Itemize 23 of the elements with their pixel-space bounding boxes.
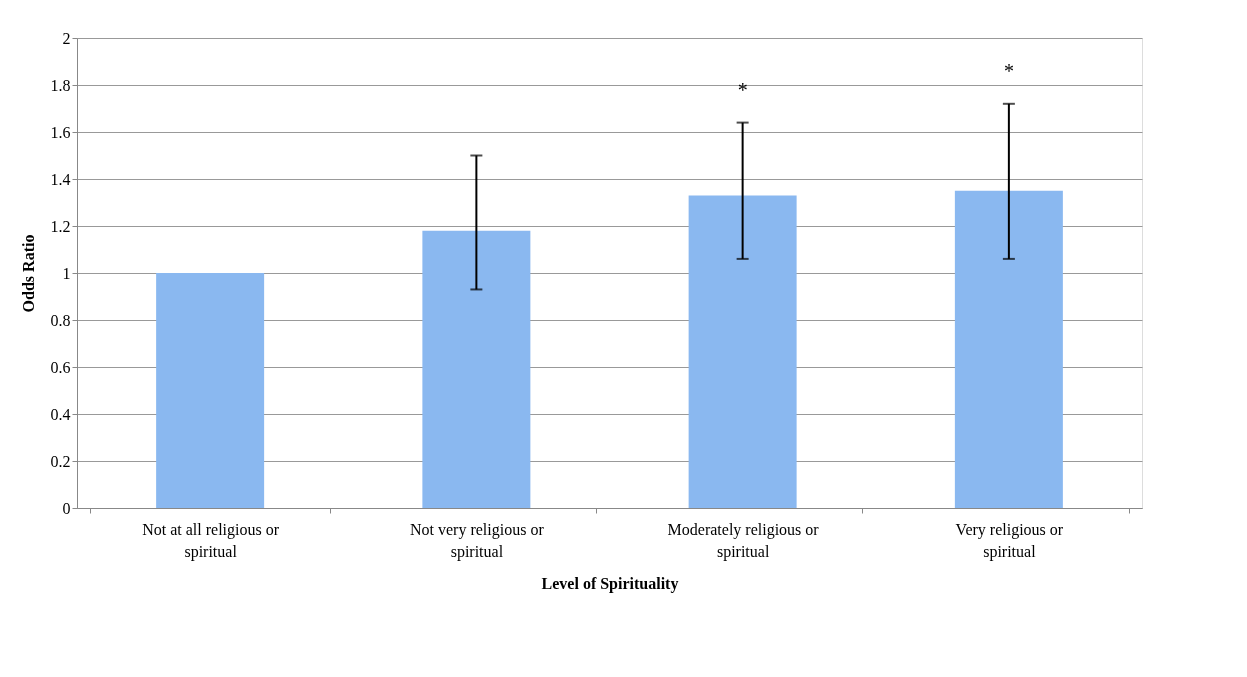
x-tick-label: Not very religious or spiritual — [410, 520, 545, 561]
x-tick-label: Very religious or spiritual — [955, 520, 1064, 561]
bar — [422, 230, 531, 508]
annotation: * — [1003, 59, 1014, 82]
y-tick-label: 0.2 — [50, 452, 71, 470]
x-axis-title: Level of Spirituality — [541, 574, 679, 593]
x-tick-label: Not at all religious or spiritual — [142, 520, 280, 561]
annotation: * — [737, 78, 748, 101]
bar — [688, 195, 797, 508]
bar — [954, 190, 1063, 508]
y-tick-label: 2 — [62, 29, 71, 47]
y-tick-label: 1.8 — [50, 76, 71, 94]
y-tick-label: 1 — [62, 264, 71, 282]
x-tick-label: Moderately religious or spiritual — [667, 520, 820, 561]
y-tick-label: 0.6 — [50, 358, 71, 376]
y-tick-label: 0 — [62, 499, 71, 517]
y-tick-label: 0.4 — [50, 405, 71, 423]
y-axis-title: Odds Ratio — [19, 234, 37, 313]
y-tick-label: 1.6 — [50, 123, 71, 141]
y-tick-label: 1.2 — [50, 217, 71, 235]
y-tick-label: 1.4 — [50, 170, 71, 188]
y-tick-label: 0.8 — [50, 311, 71, 329]
bar — [156, 273, 265, 508]
